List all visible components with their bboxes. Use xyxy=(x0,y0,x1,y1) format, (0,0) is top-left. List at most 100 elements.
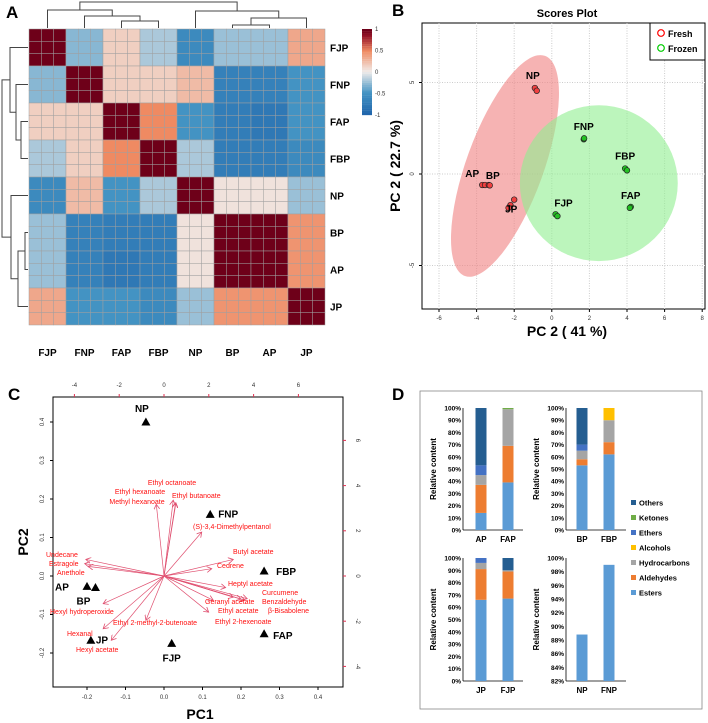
heatmap-row-label: AP xyxy=(330,266,344,277)
heatmap-cell xyxy=(102,312,116,326)
heatmap-cell xyxy=(287,226,301,239)
heatmap-cell xyxy=(201,78,215,91)
dendrogram-branch xyxy=(9,47,28,113)
heatmap-cell xyxy=(287,275,301,289)
heatmap-cell xyxy=(189,90,202,104)
heatmap-cell xyxy=(41,213,54,227)
loading-label: (S)-3,4-Dimethylpentanol xyxy=(193,524,271,531)
y-tick-label: 40% xyxy=(551,479,564,486)
loading-label: Geranyl acetate xyxy=(205,599,255,606)
heatmap-cell xyxy=(115,275,128,289)
heatmap-cell xyxy=(90,250,104,264)
plot-area xyxy=(52,396,344,688)
heatmap-cell xyxy=(213,287,227,301)
category-label: BP xyxy=(576,535,588,544)
heatmap-cell xyxy=(90,201,104,215)
heatmap-cell xyxy=(28,238,42,252)
heatmap-cell xyxy=(275,115,289,128)
y-tick-label: 86% xyxy=(551,651,564,658)
heatmap-cell xyxy=(238,102,252,116)
colorbar-segment xyxy=(362,84,372,88)
loading-arrow xyxy=(111,575,165,640)
heatmap-cell xyxy=(65,127,79,141)
heatmap-cell xyxy=(127,53,141,67)
panel-label-b: B xyxy=(392,1,404,20)
heatmap-cell xyxy=(28,287,42,301)
legend-swatch xyxy=(631,560,636,565)
y-tick-label: 94% xyxy=(551,597,564,604)
heatmap-cell xyxy=(189,300,202,313)
colorbar-segment xyxy=(362,82,372,86)
y-tick-label: 88% xyxy=(551,638,564,645)
heatmap-cell xyxy=(176,287,190,301)
heatmap-cell xyxy=(213,115,227,128)
colorbar-segment xyxy=(362,87,372,90)
heatmap-cell xyxy=(238,127,252,141)
y-tick-label: 50% xyxy=(551,467,564,474)
x-tick-label: -0.2 xyxy=(82,695,93,701)
point-label: FJP xyxy=(554,198,573,209)
score-point xyxy=(580,135,588,142)
heatmap-cell xyxy=(201,189,215,202)
bar-segment-esters xyxy=(475,599,487,681)
heatmap-cell xyxy=(152,115,165,128)
heatmap-cell xyxy=(250,152,264,165)
loading-arrow xyxy=(85,564,165,577)
x-tick-label: 2 xyxy=(588,316,592,322)
heatmap-cell xyxy=(127,213,141,227)
heatmap-cell xyxy=(115,213,128,227)
heatmap-cell xyxy=(65,201,79,215)
heatmap-cell xyxy=(164,275,178,289)
heatmap-cell xyxy=(263,275,276,289)
y-axis-label: PC2 xyxy=(15,528,31,555)
heatmap-cell xyxy=(176,90,190,104)
colorbar: 1 0.5 0 -0.5 -1 xyxy=(362,27,386,119)
heatmap-cell xyxy=(164,287,178,301)
heatmap-cell xyxy=(152,213,165,227)
heatmap-cell xyxy=(176,102,190,116)
heatmap-cell xyxy=(263,53,276,67)
heatmap-cell xyxy=(226,300,239,313)
heatmap-cell xyxy=(28,102,42,116)
heatmap-cell xyxy=(189,41,202,54)
heatmap-cell xyxy=(176,152,190,165)
heatmap-cell xyxy=(201,312,215,326)
y-tick-label: 80% xyxy=(551,430,564,437)
heatmap-cell xyxy=(41,226,54,239)
heatmap-cell xyxy=(28,90,42,104)
heatmap-cell xyxy=(53,250,67,264)
heatmap-cell xyxy=(263,90,276,104)
heatmap-cell xyxy=(53,90,67,104)
heatmap-cell xyxy=(213,213,227,227)
heatmap-cell xyxy=(189,238,202,252)
heatmap-cell xyxy=(238,275,252,289)
heatmap-cell xyxy=(226,139,239,153)
heatmap-cell xyxy=(41,53,54,67)
score-point xyxy=(505,204,512,212)
heatmap-cell xyxy=(189,28,202,42)
legend-box xyxy=(649,22,706,61)
y-tick-label: -0.1 xyxy=(40,609,46,620)
heatmap-cell xyxy=(127,201,141,215)
y-tick-label: 60% xyxy=(448,454,461,461)
heatmap-cell xyxy=(65,139,79,153)
heatmap-cell xyxy=(213,300,227,313)
heatmap-cell xyxy=(65,164,79,178)
loading-arrow xyxy=(163,575,245,600)
colorbar-segment xyxy=(362,89,372,92)
heatmap-cell xyxy=(102,152,116,165)
heatmap-cell xyxy=(250,300,264,313)
heatmap-cell xyxy=(152,127,165,141)
right-tick-label: 4 xyxy=(354,484,360,488)
sample-triangle xyxy=(205,509,215,518)
heatmap-cell xyxy=(176,115,190,128)
heatmap-cell xyxy=(127,250,141,264)
stacked-bar-subplot: 100% 90% 80% 70% 60% 50% 40% 30% 20% 10% 0% Relativ… xyxy=(429,556,523,695)
heatmap-cell xyxy=(78,115,91,128)
heatmap-cell xyxy=(312,53,326,67)
heatmap-cell xyxy=(152,164,165,178)
heatmap-cell xyxy=(127,65,141,79)
colorbar-segment xyxy=(362,44,372,47)
heatmap-cell xyxy=(139,263,153,276)
heatmap-cell xyxy=(53,28,67,42)
